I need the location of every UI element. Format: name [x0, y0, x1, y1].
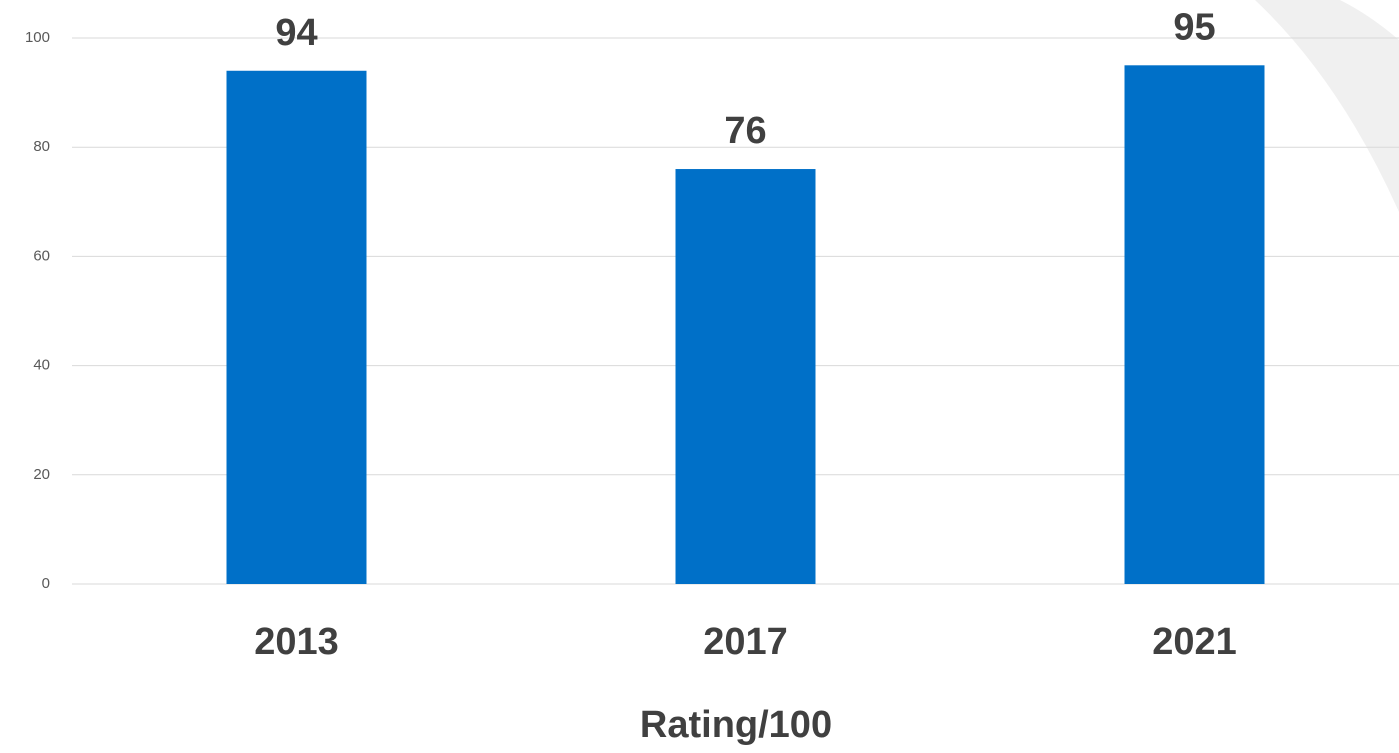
x-tick-label: 2013 [254, 621, 339, 663]
data-label: 94 [275, 12, 317, 54]
bar [1124, 65, 1265, 585]
x-tick-label: 2017 [703, 621, 788, 663]
data-label: 95 [1173, 6, 1215, 48]
y-tick-label: 40 [33, 357, 50, 374]
y-tick-label: 100 [25, 29, 50, 46]
bar [675, 169, 816, 585]
x-tick-label: 2021 [1152, 621, 1237, 663]
background-decoration [1255, 0, 1399, 212]
y-tick-label: 20 [33, 466, 50, 483]
bar [226, 70, 367, 584]
y-tick-label: 0 [42, 575, 50, 592]
y-tick-label: 60 [33, 247, 50, 264]
y-tick-label: 80 [33, 138, 50, 155]
data-label: 76 [724, 110, 766, 152]
x-axis-title: Rating/100 [640, 704, 832, 746]
